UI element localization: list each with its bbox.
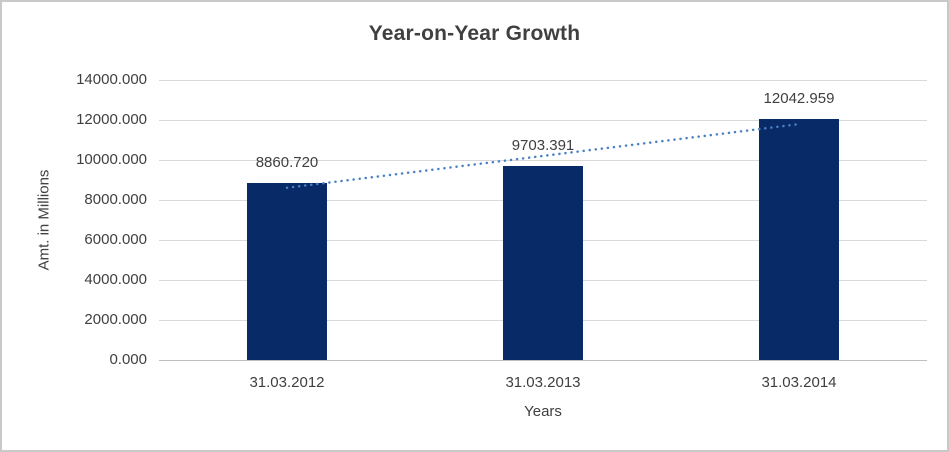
x-tick-label: 31.03.2014 bbox=[761, 374, 837, 391]
bar-31.03.2013 bbox=[503, 165, 583, 360]
data-label: 9703.391 bbox=[511, 136, 575, 154]
y-tick-label: 2000.000 bbox=[84, 311, 147, 328]
y-tick-label: 12000.000 bbox=[76, 111, 147, 128]
gridline bbox=[159, 80, 927, 81]
gridline bbox=[159, 120, 927, 121]
x-axis-line bbox=[159, 360, 927, 361]
x-axis-title: Years bbox=[524, 403, 562, 420]
y-tick-label: 0.000 bbox=[109, 351, 147, 368]
y-tick-label: 14000.000 bbox=[76, 71, 147, 88]
data-label: 8860.720 bbox=[255, 153, 319, 171]
bar-31.03.2012 bbox=[247, 182, 327, 360]
y-axis-title: Amt. in Millions bbox=[35, 169, 53, 271]
bar-31.03.2014 bbox=[759, 119, 839, 360]
x-tick-label: 31.03.2012 bbox=[249, 374, 325, 391]
data-label: 12042.959 bbox=[763, 90, 835, 108]
x-tick-label: 31.03.2013 bbox=[505, 374, 581, 391]
y-tick-label: 6000.000 bbox=[84, 231, 147, 248]
y-tick-label: 10000.000 bbox=[76, 151, 147, 168]
chart-title: Year-on-Year Growth bbox=[368, 22, 581, 45]
y-tick-label: 4000.000 bbox=[84, 271, 147, 288]
y-tick-label: 8000.000 bbox=[84, 191, 147, 208]
